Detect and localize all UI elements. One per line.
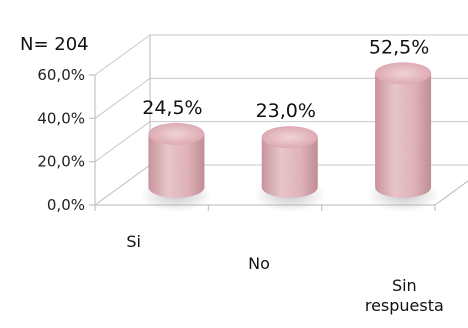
y-tick-label: 60,0% bbox=[37, 66, 85, 84]
x-axis-categories: Si No Sin respuesta bbox=[126, 232, 443, 315]
category-label: No bbox=[248, 254, 270, 273]
y-tick-label: 0,0% bbox=[47, 196, 85, 214]
bar-top bbox=[148, 122, 205, 145]
bar-texture bbox=[375, 73, 432, 198]
category-label-line: Sin bbox=[392, 276, 417, 295]
y-tick-label: 40,0% bbox=[37, 109, 85, 127]
category-label: Si bbox=[126, 232, 141, 251]
bar-series bbox=[140, 62, 440, 212]
y-axis-ticks: 0,0% 20,0% 40,0% 60,0% bbox=[37, 66, 436, 214]
bar-texture bbox=[148, 133, 205, 198]
data-labels: 24,5% 23,0% 52,5% bbox=[142, 36, 429, 122]
bar-cylinder bbox=[140, 122, 213, 212]
data-label: 23,0% bbox=[256, 100, 316, 122]
bar-top bbox=[375, 62, 432, 85]
category-label: Sin respuesta bbox=[365, 276, 444, 315]
bar-cylinder bbox=[367, 62, 440, 212]
y-tick-label: 20,0% bbox=[37, 153, 85, 171]
category-label-line: respuesta bbox=[365, 296, 444, 315]
data-label: 52,5% bbox=[369, 36, 429, 58]
bar-top bbox=[261, 126, 318, 149]
data-label: 24,5% bbox=[142, 97, 202, 119]
bar-texture bbox=[261, 137, 318, 198]
bar-cylinder bbox=[253, 126, 326, 212]
n-label: N= 204 bbox=[20, 34, 89, 55]
